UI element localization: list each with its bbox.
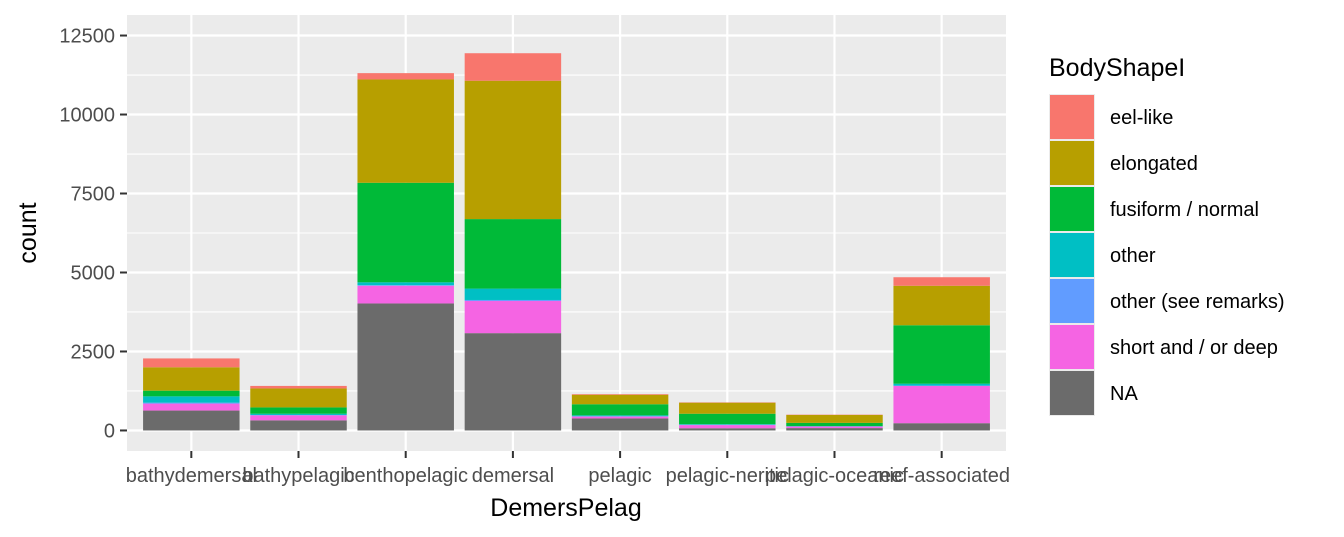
bar-segment-bathypelagic-na	[250, 420, 347, 431]
bar-segment-pelagic-neritic-fusiform-normal	[679, 413, 776, 425]
bar-segment-benthopelagic-na	[357, 303, 454, 431]
y-tick-label: 12500	[59, 26, 115, 48]
y-tick-label: 10000	[59, 105, 115, 127]
bar-segment-reef-associated-na	[893, 423, 990, 431]
bar-segment-benthopelagic-short-and-or-deep	[357, 285, 454, 304]
x-tick-label: demersal	[472, 465, 554, 487]
bar-segment-pelagic-na	[571, 418, 669, 431]
bar-segment-benthopelagic-other	[357, 282, 454, 286]
bar-segment-reef-associated-other	[893, 383, 990, 386]
bar-segment-pelagic-fusiform-normal	[571, 404, 669, 416]
legend-label: eel-like	[1110, 107, 1173, 129]
y-axis-title: count	[14, 202, 42, 263]
x-tick-label: bathydemersal	[126, 465, 257, 487]
bar-segment-bathydemersal-short-and-or-deep	[143, 403, 240, 411]
legend-label: other (see remarks)	[1110, 291, 1285, 313]
bar-segment-bathydemersal-other	[143, 396, 240, 403]
bar-segment-demersal-eel-like	[464, 53, 562, 81]
y-tick-label: 5000	[71, 262, 116, 284]
bar-segment-bathypelagic-fusiform-normal	[250, 407, 347, 414]
legend-key-swatch	[1050, 233, 1094, 277]
legend-key-swatch	[1050, 141, 1094, 185]
bar-segment-bathypelagic-eel-like	[250, 385, 347, 389]
bar-segment-demersal-short-and-or-deep	[464, 300, 562, 334]
legend-key-swatch	[1050, 371, 1094, 415]
bar-segment-demersal-fusiform-normal	[464, 219, 562, 289]
y-tick-label: 0	[104, 420, 115, 442]
bar-segment-reef-associated-short-and-or-deep	[893, 385, 990, 424]
x-tick-label: benthopelagic	[343, 465, 468, 487]
bar-segment-bathydemersal-fusiform-normal	[143, 390, 240, 397]
legend-key-swatch	[1050, 95, 1094, 139]
legend-key-swatch	[1050, 325, 1094, 369]
x-tick-label: reef-associated	[873, 465, 1010, 487]
bar-segment-benthopelagic-other-see-remarks-	[357, 285, 454, 286]
y-tick-label: 2500	[71, 341, 116, 363]
bar-segment-pelagic-elongated	[571, 394, 669, 405]
x-axis-title: DemersPelag	[490, 494, 641, 522]
bar-segment-bathydemersal-elongated	[143, 367, 240, 391]
bar-segment-benthopelagic-elongated	[357, 79, 454, 183]
bar-segment-pelagic-oceanic-short-and-or-deep	[786, 426, 883, 429]
legend-label: short and / or deep	[1110, 337, 1278, 359]
legend-key-swatch	[1050, 187, 1094, 231]
bar-segment-bathypelagic-elongated	[250, 388, 347, 408]
legend-label: fusiform / normal	[1110, 199, 1259, 221]
bar-segment-benthopelagic-eel-like	[357, 73, 454, 80]
bar-segment-benthopelagic-fusiform-normal	[357, 182, 454, 283]
bar-segment-bathypelagic-other	[250, 413, 347, 415]
legend-label: other	[1110, 245, 1156, 267]
legend-label: NA	[1110, 383, 1138, 405]
bar-segment-demersal-other-see-remarks-	[464, 299, 562, 301]
bar-segment-pelagic-neritic-na	[679, 428, 776, 431]
bar-segment-reef-associated-fusiform-normal	[893, 325, 990, 384]
bar-segment-pelagic-other	[571, 415, 669, 417]
x-tick-label: pelagic-neritic	[666, 465, 789, 487]
x-tick-label: pelagic-oceanic	[765, 465, 904, 487]
bar-segment-pelagic-short-and-or-deep	[571, 416, 669, 419]
legend-items: eel-like elongated fusiform / normal other o…	[1049, 94, 1285, 416]
bar-segment-demersal-other	[464, 288, 562, 300]
bar-segment-pelagic-oceanic-elongated	[786, 414, 883, 423]
y-tick-label: 7500	[71, 184, 116, 206]
bar-segment-demersal-elongated	[464, 80, 562, 220]
bar-segment-pelagic-neritic-short-and-or-deep	[679, 425, 776, 429]
legend-title: BodyShapeI	[1049, 54, 1185, 82]
bar-segment-bathypelagic-short-and-or-deep	[250, 415, 347, 421]
bar-segment-pelagic-neritic-other	[679, 424, 776, 425]
bar-segment-pelagic-oceanic-na	[786, 428, 883, 431]
y-axis: 0 2500 5000 7500 10000 12500	[59, 26, 127, 442]
legend: BodyShapeI eel-like elongated fusiform / n…	[1049, 54, 1285, 416]
x-tick-label: pelagic	[588, 465, 651, 487]
bar-segment-bathydemersal-eel-like	[143, 358, 240, 368]
legend-key-swatch	[1050, 279, 1094, 323]
bar-segment-bathydemersal-na	[143, 410, 240, 431]
bar-segment-pelagic-oceanic-fusiform-normal	[786, 422, 883, 427]
bar-segment-demersal-na	[464, 333, 562, 431]
bars	[143, 53, 990, 431]
bar-segment-reef-associated-elongated	[893, 285, 990, 326]
bar-segment-reef-associated-eel-like	[893, 277, 990, 286]
bar-segment-pelagic-eel-like	[571, 394, 669, 395]
legend-label: elongated	[1110, 153, 1198, 175]
bar-segment-pelagic-neritic-elongated	[679, 402, 776, 414]
bar-segment-bathydemersal-other-see-remarks-	[143, 402, 240, 404]
x-tick-label: bathypelagic	[242, 465, 354, 487]
